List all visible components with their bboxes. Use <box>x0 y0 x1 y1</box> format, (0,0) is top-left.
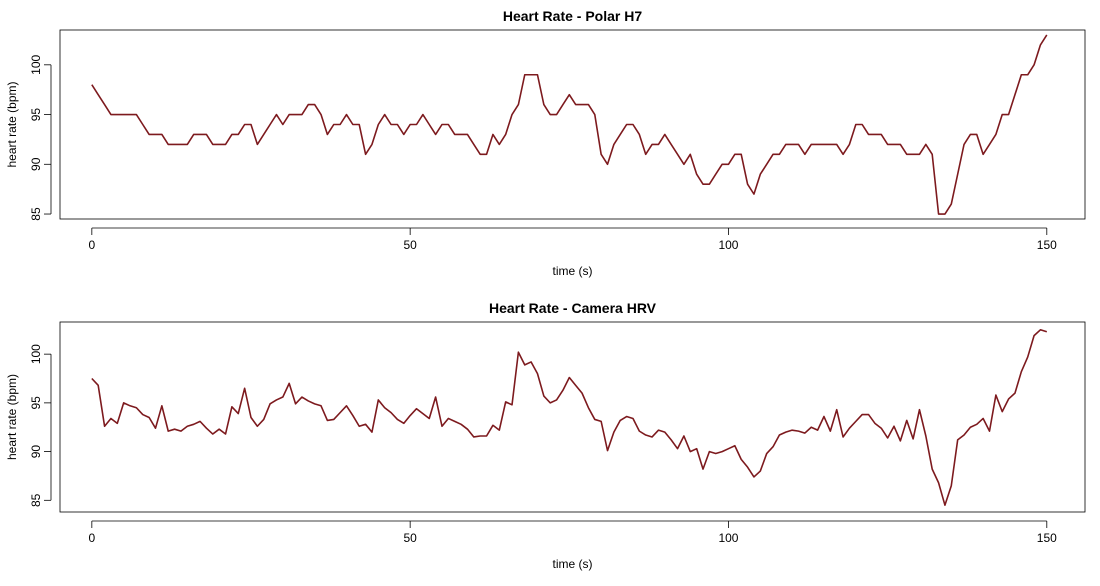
y-axis-label: heart rate (bpm) <box>5 81 19 167</box>
y-tick-label: 85 <box>29 493 43 507</box>
y-tick-label: 90 <box>29 157 43 171</box>
x-tick-label: 100 <box>718 531 738 545</box>
x-tick-label: 0 <box>88 531 95 545</box>
y-tick-label: 90 <box>29 445 43 459</box>
x-tick-label: 150 <box>1037 531 1057 545</box>
x-tick-label: 100 <box>718 238 738 252</box>
y-axis-label: heart rate (bpm) <box>5 374 19 460</box>
y-tick-label: 95 <box>29 396 43 410</box>
y-tick-label: 100 <box>29 344 43 364</box>
chart-title: Heart Rate - Camera HRV <box>489 300 657 316</box>
x-axis-label: time (s) <box>553 264 593 278</box>
chart-title: Heart Rate - Polar H7 <box>503 8 642 24</box>
x-tick-label: 0 <box>88 238 95 252</box>
y-tick-label: 100 <box>29 54 43 74</box>
series-line <box>91 34 1048 215</box>
chart-polar-h7: Heart Rate - Polar H7 0 50 100 150 time (s) 85… <box>5 8 1086 278</box>
x-axis-label: time (s) <box>553 557 593 571</box>
chart-camera-hrv: Heart Rate - Camera HRV 0 50 100 150 time (s)… <box>5 300 1086 571</box>
x-tick-label: 150 <box>1037 238 1057 252</box>
x-tick-label: 50 <box>403 238 417 252</box>
y-tick-label: 95 <box>29 108 43 122</box>
y-axis: 85 90 95 100 <box>29 344 52 507</box>
y-axis: 85 90 95 100 <box>29 54 52 221</box>
series-line <box>91 328 1048 506</box>
x-axis: 0 50 100 150 <box>88 227 1057 252</box>
x-tick-label: 50 <box>403 531 417 545</box>
y-tick-label: 85 <box>29 207 43 221</box>
plot-frame <box>59 321 1086 513</box>
plot-frame <box>59 29 1086 220</box>
x-axis: 0 50 100 150 <box>88 520 1057 545</box>
